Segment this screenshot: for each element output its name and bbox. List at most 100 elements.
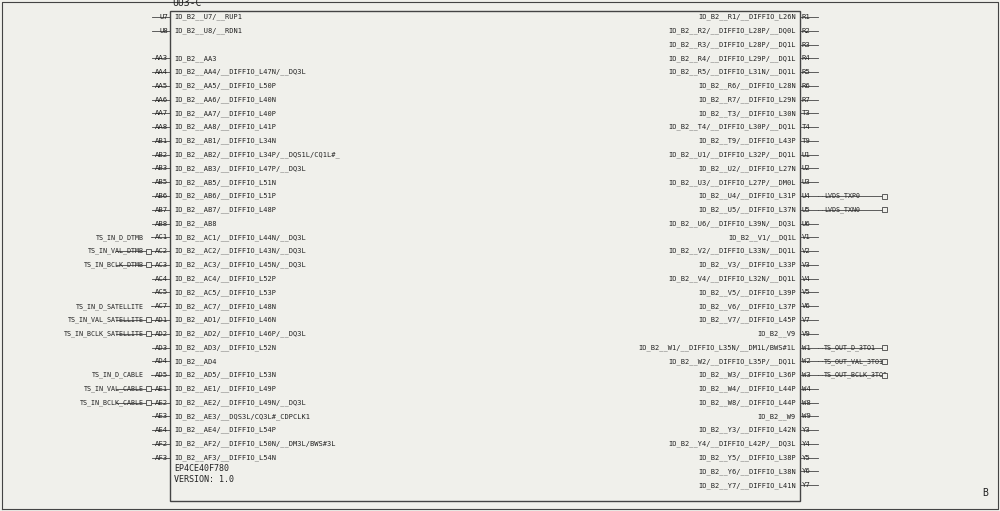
Bar bbox=[882, 359, 887, 364]
Text: AC5: AC5 bbox=[155, 289, 168, 295]
Text: IO_B2__AF2/__DIFFIO_L50N/__DM3L/BWS#3L: IO_B2__AF2/__DIFFIO_L50N/__DM3L/BWS#3L bbox=[174, 440, 336, 447]
Text: AA5: AA5 bbox=[155, 83, 168, 89]
Text: V7: V7 bbox=[802, 317, 811, 323]
Text: IO_B2__U3/__DIFFIO_L27P/__DM0L: IO_B2__U3/__DIFFIO_L27P/__DM0L bbox=[668, 179, 796, 185]
Text: IO_B2__R7/__DIFFIO_L29N: IO_B2__R7/__DIFFIO_L29N bbox=[698, 96, 796, 103]
Text: IO_B2__W2/__DIFFIO_L35P/__DQ1L: IO_B2__W2/__DIFFIO_L35P/__DQ1L bbox=[668, 358, 796, 365]
Text: B: B bbox=[982, 488, 988, 498]
Text: V4: V4 bbox=[802, 275, 811, 282]
Text: U1: U1 bbox=[802, 152, 811, 158]
Text: U4: U4 bbox=[802, 193, 811, 199]
Text: V9: V9 bbox=[802, 331, 811, 337]
Text: AA7: AA7 bbox=[155, 110, 168, 117]
Text: TS_IN_D_CABLE: TS_IN_D_CABLE bbox=[92, 371, 144, 378]
Text: TS_IN_VAL_CABLE: TS_IN_VAL_CABLE bbox=[84, 385, 144, 392]
Text: IO_B2__W4/__DIFFIO_L44P: IO_B2__W4/__DIFFIO_L44P bbox=[698, 385, 796, 392]
Text: IO_B2__AC2/__DIFFIO_L43N/__DQ3L: IO_B2__AC2/__DIFFIO_L43N/__DQ3L bbox=[174, 248, 306, 254]
Text: V3: V3 bbox=[802, 262, 811, 268]
Text: W4: W4 bbox=[802, 386, 811, 392]
Bar bbox=[146, 331, 151, 336]
Text: AB1: AB1 bbox=[155, 138, 168, 144]
Bar bbox=[146, 249, 151, 253]
Text: IO_B2__AC4/__DIFFIO_L52P: IO_B2__AC4/__DIFFIO_L52P bbox=[174, 275, 276, 282]
Text: IO_B2__AD3/__DIFFIO_L52N: IO_B2__AD3/__DIFFIO_L52N bbox=[174, 344, 276, 351]
Text: IO_B2__V7/__DIFFIO_L45P: IO_B2__V7/__DIFFIO_L45P bbox=[698, 317, 796, 323]
Text: Y6: Y6 bbox=[802, 469, 811, 474]
Text: IO_B2__Y7/__DIFFIO_L41N: IO_B2__Y7/__DIFFIO_L41N bbox=[698, 482, 796, 489]
Text: IO_B2__AA7/__DIFFIO_L40P: IO_B2__AA7/__DIFFIO_L40P bbox=[174, 110, 276, 117]
Text: R3: R3 bbox=[802, 41, 811, 48]
Text: AB8: AB8 bbox=[155, 221, 168, 226]
Text: IO_B2__AF3/__DIFFIO_L54N: IO_B2__AF3/__DIFFIO_L54N bbox=[174, 454, 276, 461]
Text: IO_B2__AD1/__DIFFIO_L46N: IO_B2__AD1/__DIFFIO_L46N bbox=[174, 317, 276, 323]
Text: IO_B2__AA6/__DIFFIO_L40N: IO_B2__AA6/__DIFFIO_L40N bbox=[174, 96, 276, 103]
Text: AB3: AB3 bbox=[155, 166, 168, 172]
Text: V6: V6 bbox=[802, 303, 811, 309]
Text: IO_B2__AB5/__DIFFIO_L51N: IO_B2__AB5/__DIFFIO_L51N bbox=[174, 179, 276, 185]
Text: AB5: AB5 bbox=[155, 179, 168, 185]
Text: TS_OUT_BCLK_3TO1: TS_OUT_BCLK_3TO1 bbox=[824, 371, 888, 378]
Bar bbox=[170, 11, 800, 501]
Text: IO_B2__V1/__DQ1L: IO_B2__V1/__DQ1L bbox=[728, 234, 796, 241]
Text: Y3: Y3 bbox=[802, 427, 811, 433]
Text: T9: T9 bbox=[802, 138, 811, 144]
Text: TS_IN_BCLK_CABLE: TS_IN_BCLK_CABLE bbox=[80, 399, 144, 406]
Text: Y4: Y4 bbox=[802, 441, 811, 447]
Text: VERSION: 1.0: VERSION: 1.0 bbox=[174, 475, 234, 484]
Text: AE3: AE3 bbox=[155, 413, 168, 420]
Text: IO_B2__R4/__DIFFIO_L29P/__DQ1L: IO_B2__R4/__DIFFIO_L29P/__DQ1L bbox=[668, 55, 796, 62]
Text: TS_IN_BCLK_DTMB: TS_IN_BCLK_DTMB bbox=[84, 262, 144, 268]
Text: V1: V1 bbox=[802, 235, 811, 240]
Text: Y5: Y5 bbox=[802, 455, 811, 461]
Text: IO_B2__V9: IO_B2__V9 bbox=[758, 331, 796, 337]
Text: AD3: AD3 bbox=[155, 344, 168, 351]
Text: TS_OUT_VAL_3TO1: TS_OUT_VAL_3TO1 bbox=[824, 358, 884, 365]
Text: IO_B2__U7/__RUP1: IO_B2__U7/__RUP1 bbox=[174, 14, 242, 20]
Text: AD5: AD5 bbox=[155, 372, 168, 378]
Text: AC3: AC3 bbox=[155, 262, 168, 268]
Text: IO_B2__AC1/__DIFFIO_L44N/__DQ3L: IO_B2__AC1/__DIFFIO_L44N/__DQ3L bbox=[174, 234, 306, 241]
Text: LVDS_TXN0: LVDS_TXN0 bbox=[824, 206, 860, 213]
Text: IO_B2__AB7/__DIFFIO_L48P: IO_B2__AB7/__DIFFIO_L48P bbox=[174, 206, 276, 213]
Text: U2: U2 bbox=[802, 166, 811, 172]
Bar bbox=[146, 386, 151, 391]
Text: T4: T4 bbox=[802, 124, 811, 130]
Text: V5: V5 bbox=[802, 289, 811, 295]
Text: AB6: AB6 bbox=[155, 193, 168, 199]
Text: LVDS_TXP0: LVDS_TXP0 bbox=[824, 193, 860, 199]
Text: IO_B2__AC5/__DIFFIO_L53P: IO_B2__AC5/__DIFFIO_L53P bbox=[174, 289, 276, 296]
Text: W1: W1 bbox=[802, 344, 811, 351]
Text: IO_B2__V2/__DIFFIO_L33N/__DQ1L: IO_B2__V2/__DIFFIO_L33N/__DQ1L bbox=[668, 248, 796, 254]
Text: EP4CE40F780: EP4CE40F780 bbox=[174, 464, 229, 473]
Text: IO_B2__R6/__DIFFIO_L28N: IO_B2__R6/__DIFFIO_L28N bbox=[698, 83, 796, 89]
Bar bbox=[882, 194, 887, 199]
Text: W8: W8 bbox=[802, 400, 811, 406]
Text: AE1: AE1 bbox=[155, 386, 168, 392]
Text: IO_B2__U8/__RDN1: IO_B2__U8/__RDN1 bbox=[174, 28, 242, 34]
Text: IO_B2__AA8/__DIFFIO_L41P: IO_B2__AA8/__DIFFIO_L41P bbox=[174, 124, 276, 130]
Text: R2: R2 bbox=[802, 28, 811, 34]
Text: R6: R6 bbox=[802, 83, 811, 89]
Text: AF3: AF3 bbox=[155, 455, 168, 461]
Text: IO_B2__W1/__DIFFIO_L35N/__DM1L/BWS#1L: IO_B2__W1/__DIFFIO_L35N/__DM1L/BWS#1L bbox=[639, 344, 796, 351]
Text: IO_B2__W9: IO_B2__W9 bbox=[758, 413, 796, 420]
Text: U6: U6 bbox=[802, 221, 811, 226]
Bar bbox=[882, 373, 887, 378]
Text: IO_B2__AD5/__DIFFIO_L53N: IO_B2__AD5/__DIFFIO_L53N bbox=[174, 371, 276, 378]
Bar bbox=[146, 262, 151, 267]
Text: IO_B2__AA5/__DIFFIO_L50P: IO_B2__AA5/__DIFFIO_L50P bbox=[174, 83, 276, 89]
Text: IO_B2__R3/__DIFFIO_L28P/__DQ1L: IO_B2__R3/__DIFFIO_L28P/__DQ1L bbox=[668, 41, 796, 48]
Text: IO_B2__U6/__DIFFIO_L39N/__DQ3L: IO_B2__U6/__DIFFIO_L39N/__DQ3L bbox=[668, 220, 796, 227]
Text: AC7: AC7 bbox=[155, 303, 168, 309]
Text: IO_B2__R1/__DIFFIO_L26N: IO_B2__R1/__DIFFIO_L26N bbox=[698, 14, 796, 20]
Text: IO_B2__T9/__DIFFIO_L43P: IO_B2__T9/__DIFFIO_L43P bbox=[698, 137, 796, 144]
Text: AA4: AA4 bbox=[155, 69, 168, 75]
Bar bbox=[882, 207, 887, 212]
Text: IO_B2__Y3/__DIFFIO_L42N: IO_B2__Y3/__DIFFIO_L42N bbox=[698, 427, 796, 433]
Text: AA3: AA3 bbox=[155, 55, 168, 61]
Text: R7: R7 bbox=[802, 97, 811, 103]
Text: U3: U3 bbox=[802, 179, 811, 185]
Text: IO_B2__Y6/__DIFFIO_L38N: IO_B2__Y6/__DIFFIO_L38N bbox=[698, 468, 796, 475]
Text: AD1: AD1 bbox=[155, 317, 168, 323]
Text: IO_B2__AC7/__DIFFIO_L48N: IO_B2__AC7/__DIFFIO_L48N bbox=[174, 303, 276, 310]
